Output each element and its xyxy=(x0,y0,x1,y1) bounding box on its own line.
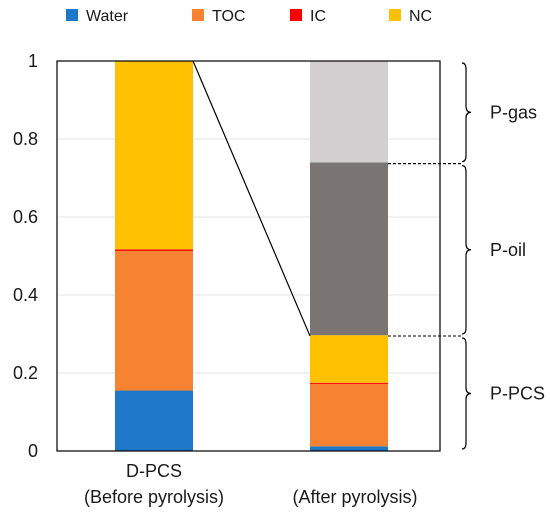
y-tick-label: 0 xyxy=(28,441,38,461)
connector-line xyxy=(192,60,311,337)
y-tick-label: 0.8 xyxy=(13,129,38,149)
bar-segment-nc xyxy=(115,61,193,250)
bracket-p-oil xyxy=(461,164,472,335)
y-axis-tick-labels: 0 0.2 0.4 0.6 0.8 1 xyxy=(13,51,38,461)
y-tick-label: 0.2 xyxy=(13,363,38,383)
legend-swatch-toc xyxy=(192,9,204,21)
connector-lines xyxy=(192,60,462,337)
bar-segment-toc xyxy=(310,383,388,447)
legend-label-water: Water xyxy=(86,8,129,25)
legend-swatch-ic xyxy=(290,9,302,21)
y-tick-label: 0.4 xyxy=(13,285,38,305)
bar-segment-water xyxy=(115,390,193,451)
bracket-label-p-pcs: P-PCS xyxy=(490,383,545,403)
bracket-label-p-gas: P-gas xyxy=(490,102,537,122)
legend-label-toc: TOC xyxy=(212,8,245,25)
bracket-label-p-oil: P-oil xyxy=(490,240,526,260)
bar-segment-ic xyxy=(115,249,193,251)
x-axis-category-labels: D-PCS (Before pyrolysis) (After pyrolysis) xyxy=(84,461,418,507)
bar-segment-p-gas xyxy=(310,61,388,163)
y-tick-label: 1 xyxy=(28,51,38,71)
bar-segment-p-oil xyxy=(310,162,388,336)
bar-segment-toc xyxy=(115,250,193,391)
bars xyxy=(115,61,388,451)
legend-label-ic: IC xyxy=(310,8,326,25)
legend-label-nc: NC xyxy=(409,8,432,25)
bracket-p-pcs xyxy=(461,337,472,450)
legend-swatch-water xyxy=(66,9,78,21)
plot-frame xyxy=(56,60,441,452)
x-category-label: D-PCS (Before pyrolysis) xyxy=(84,461,224,507)
bar-segment-water xyxy=(310,446,388,451)
legend: Water TOC IC NC xyxy=(66,8,432,25)
plot-border xyxy=(56,60,441,452)
y-tick-label: 0.6 xyxy=(13,207,38,227)
bracket-p-gas xyxy=(461,62,472,163)
bracket-annotations: P-gas P-oil P-PCS xyxy=(461,62,545,450)
legend-swatch-nc xyxy=(389,9,401,21)
bar-segment-ic xyxy=(310,382,388,384)
x-category-label: (After pyrolysis) xyxy=(292,487,417,507)
bar-segment-nc xyxy=(310,335,388,383)
